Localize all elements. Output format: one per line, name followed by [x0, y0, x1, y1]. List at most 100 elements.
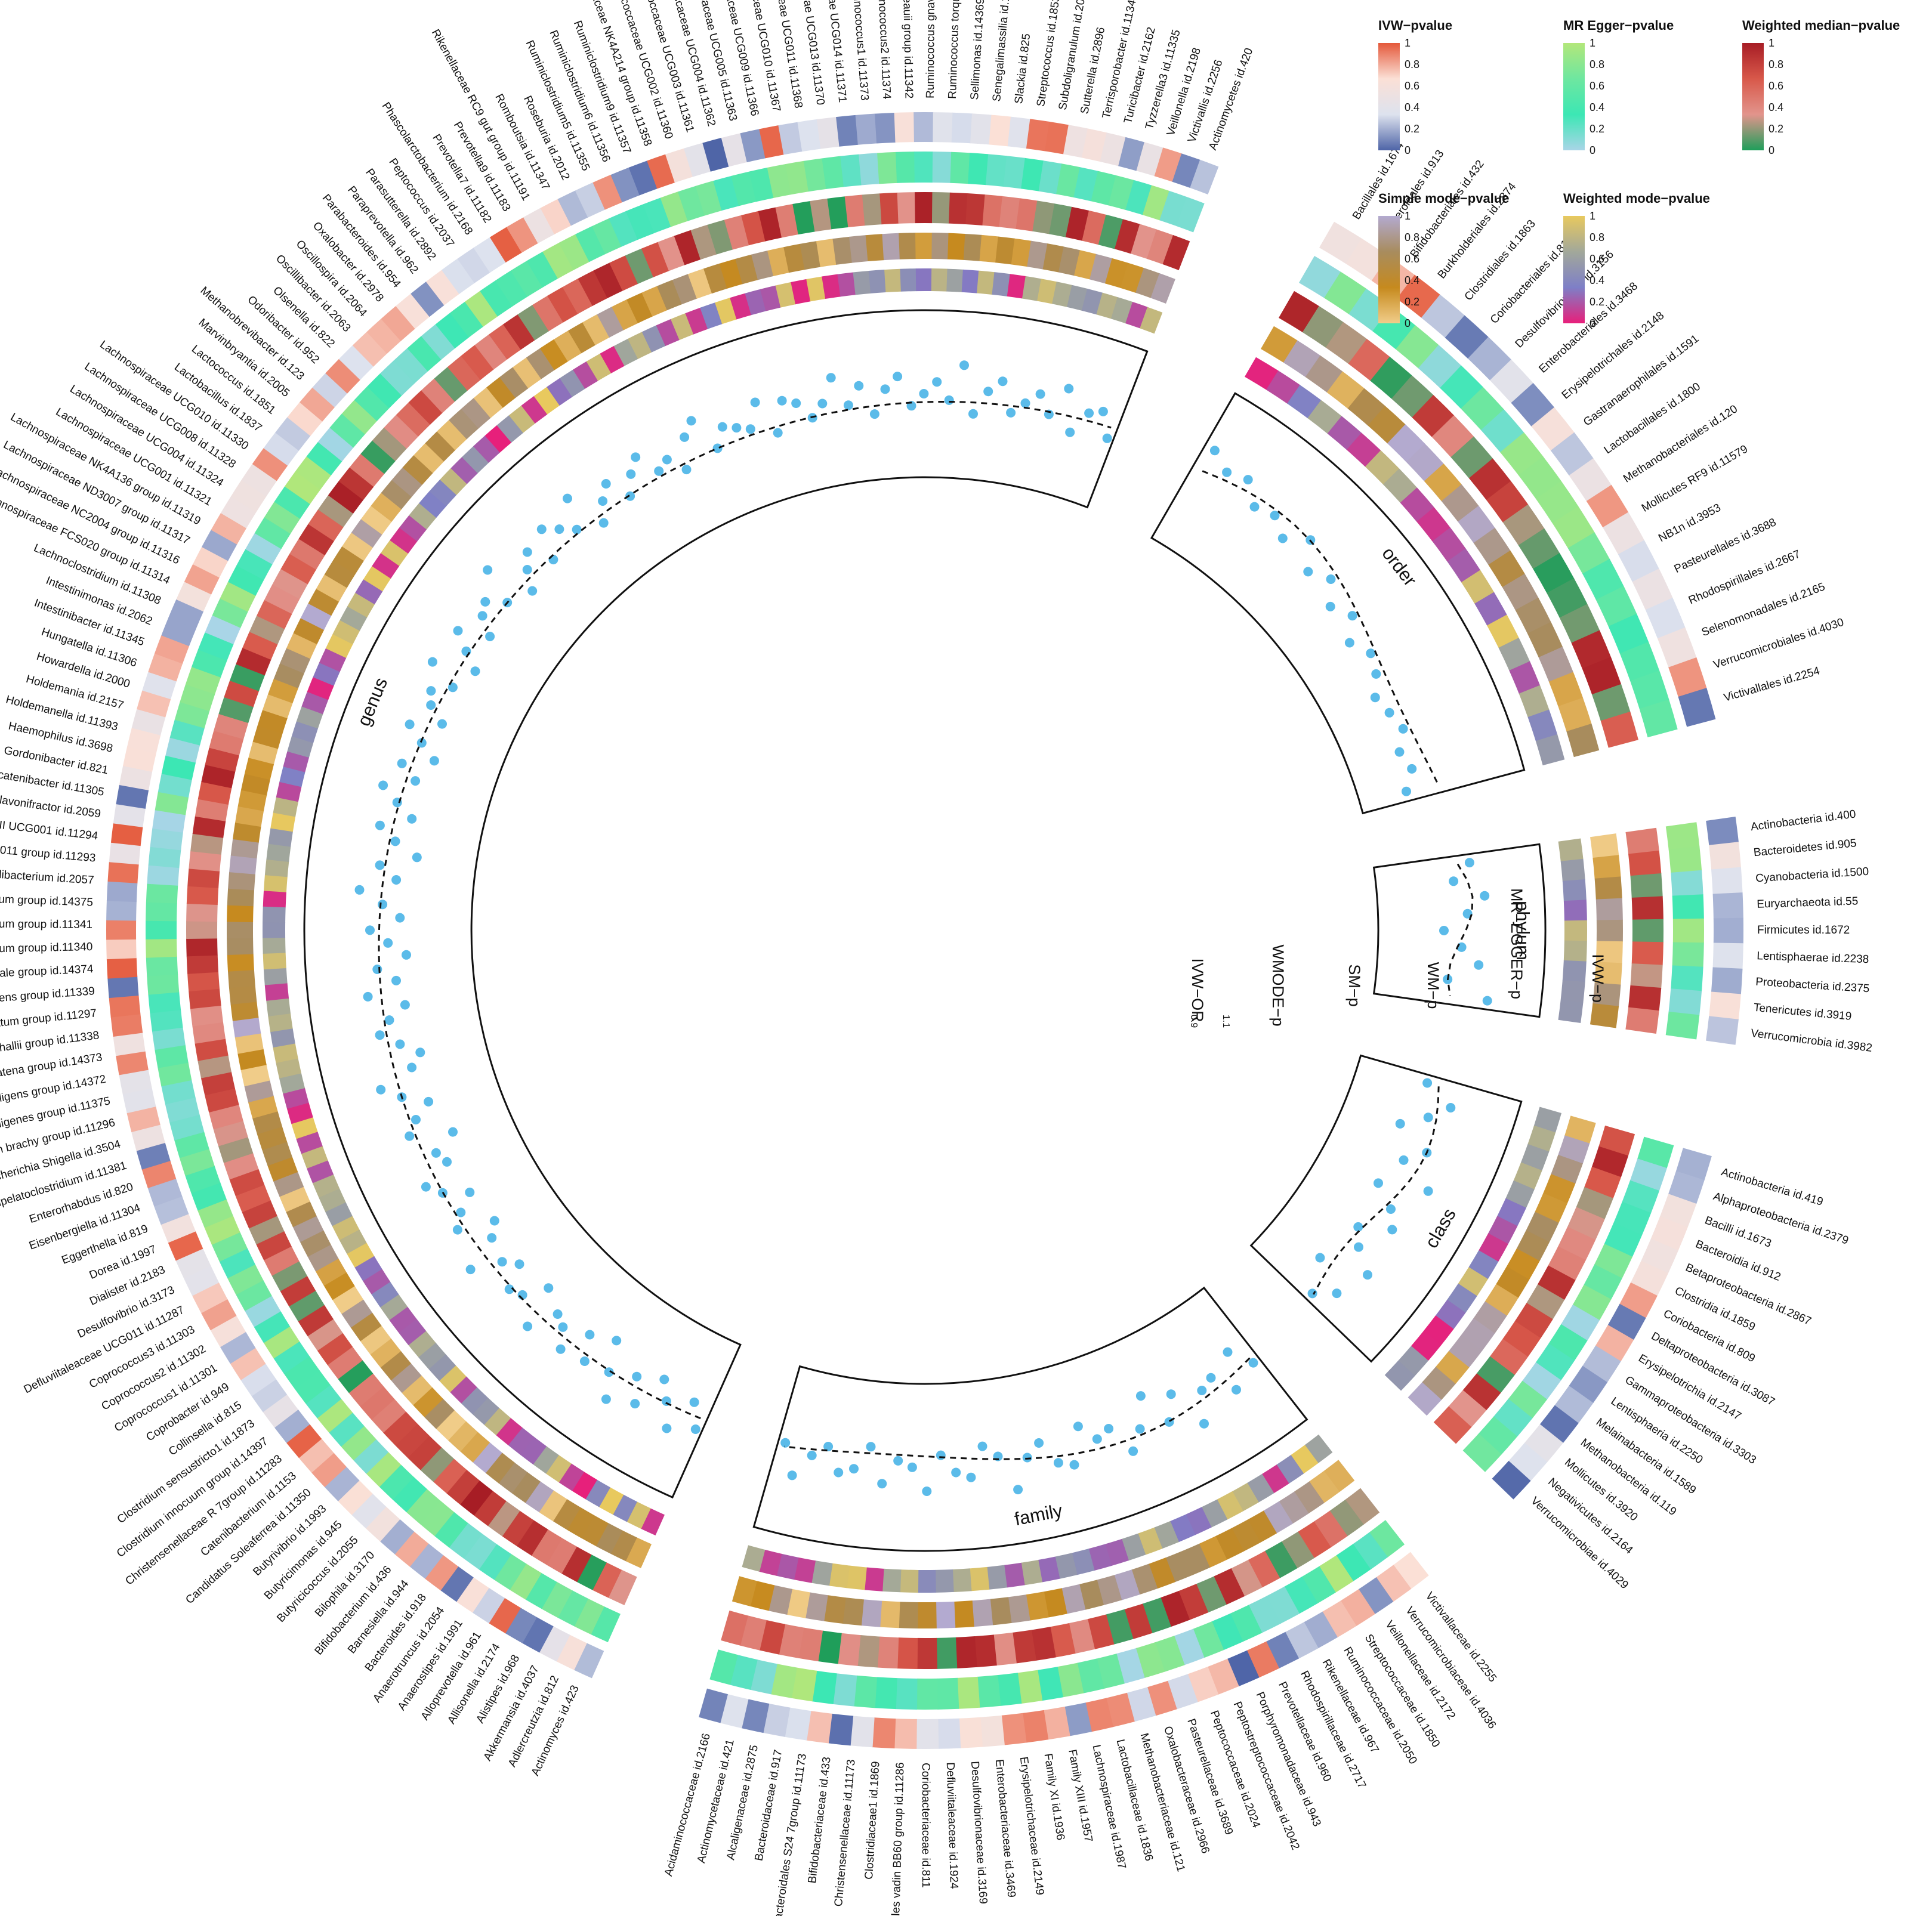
heat-cell-family-wm-26	[877, 1636, 899, 1669]
heat-cell-genus-ivw-59	[131, 709, 166, 736]
or-point-genus-29	[442, 1157, 452, 1167]
heat-cell-genus-wm-12	[433, 1458, 467, 1494]
heat-cell-family-wmode-14	[1088, 1544, 1112, 1571]
heat-cell-class-wm-13	[1462, 1373, 1501, 1411]
heat-cell-family-ivw-0	[1393, 1552, 1429, 1589]
heat-cell-genus-sm-3	[581, 1515, 609, 1547]
or-point-class-14	[1332, 1288, 1342, 1299]
heat-cell-class-egger-0	[1637, 1136, 1674, 1169]
or-point-family-28	[866, 1442, 876, 1452]
heat-cell-genus-sm-14	[436, 1410, 467, 1441]
heat-cell-family-egger-11	[1174, 1628, 1205, 1665]
heat-cell-family-wmode-17	[1038, 1556, 1060, 1583]
heat-cell-genus-wmode-129	[1140, 307, 1163, 334]
heat-cell-genus-wm-127	[1131, 224, 1157, 259]
heat-cell-genus-sm-16	[412, 1387, 443, 1417]
heat-cell-genus-wm-73	[308, 509, 344, 542]
heat-cell-genus-wmode-71	[355, 579, 383, 605]
or-point-class-15	[1307, 1288, 1317, 1299]
heat-cell-order-egger-7	[1461, 387, 1504, 431]
or-point-genus-125	[1064, 384, 1074, 394]
heat-cell-genus-sm-69	[308, 588, 340, 616]
heat-cell-class-wm-4	[1567, 1207, 1605, 1240]
heat-cell-genus-ivw-51	[107, 861, 139, 883]
heat-cell-genus-wm-105	[758, 207, 782, 242]
heat-cell-genus-wm-123	[1065, 206, 1090, 241]
trend-line-order	[1202, 470, 1439, 783]
taxon-label-genus: Eubacterium ventriosum group id.11341	[0, 917, 92, 931]
heat-cell-genus-wm-76	[338, 467, 374, 500]
heat-cell-genus-ivw-85	[396, 293, 430, 329]
heat-cell-phylum-ivw-4	[1713, 917, 1743, 944]
heat-cell-family-ivw-10	[1207, 1658, 1239, 1695]
heat-cell-order-wm-7	[1431, 415, 1474, 458]
heat-cell-genus-egger-7	[479, 1544, 512, 1580]
or-point-genus-55	[390, 836, 400, 846]
or-point-class-8	[1386, 1204, 1396, 1214]
heat-cell-family-wmode-19	[1004, 1562, 1025, 1588]
heat-cell-class-wm-7	[1537, 1265, 1576, 1300]
heat-cell-genus-egger-68	[228, 565, 264, 596]
heat-cell-genus-sm-44	[229, 985, 257, 1005]
heat-cell-order-sm-3	[1326, 371, 1365, 409]
or-point-genus-116	[944, 395, 954, 405]
heat-cell-genus-wm-26	[280, 1275, 316, 1307]
heat-cell-genus-sm-92	[567, 322, 596, 354]
or-point-genus-23	[489, 1216, 499, 1226]
heat-cell-genus-wmode-83	[473, 435, 501, 463]
heat-cell-genus-egger-125	[1108, 175, 1134, 211]
heat-cell-family-sm-13	[1114, 1569, 1140, 1600]
heat-cell-family-wmode-22	[952, 1568, 972, 1592]
heat-cell-genus-sm-28	[300, 1230, 331, 1257]
heat-cell-genus-wmode-56	[273, 797, 299, 817]
heat-cell-genus-wm-32	[235, 1184, 271, 1213]
heat-cell-genus-egger-79	[341, 400, 378, 435]
heat-cell-genus-ivw-86	[411, 281, 445, 317]
heat-cell-family-sm-10	[1165, 1550, 1193, 1583]
heat-cell-genus-ivw-44	[109, 995, 141, 1018]
heat-cell-family-wmode-27	[864, 1567, 884, 1591]
or-point-class-2	[1423, 1112, 1433, 1123]
heat-cell-genus-egger-53	[150, 828, 183, 851]
heat-cell-genus-wmode-93	[600, 345, 625, 373]
heat-cell-genus-wmode-94	[613, 338, 638, 366]
heat-cell-phylum-wm-5	[1631, 941, 1664, 966]
heat-cell-genus-sm-118	[979, 234, 999, 263]
heat-cell-genus-ivw-18	[298, 1438, 334, 1473]
heat-cell-order-wmode-3	[1307, 400, 1342, 434]
heat-cell-genus-wm-48	[186, 920, 218, 939]
heat-cell-family-ivw-13	[1147, 1680, 1177, 1716]
heat-cell-genus-wm-10	[459, 1480, 493, 1516]
or-point-genus-72	[453, 626, 463, 636]
heat-cell-family-ivw-33	[720, 1694, 749, 1729]
heat-cell-order-ivw-9	[1531, 407, 1575, 451]
heat-cell-genus-wmode-106	[791, 279, 811, 305]
heat-cell-genus-sm-5	[553, 1498, 581, 1530]
or-point-genus-77	[483, 565, 493, 575]
or-point-genus-67	[426, 686, 436, 696]
heat-cell-phylum-wmode-2	[1562, 879, 1587, 901]
heat-cell-genus-egger-91	[510, 261, 543, 297]
heat-cell-genus-wmode-70	[347, 592, 375, 618]
heat-cell-phylum-sm-6	[1594, 962, 1622, 985]
heat-cell-family-wm-28	[838, 1633, 861, 1666]
legend-tick-3-1: 0.8	[1405, 231, 1419, 243]
heat-cell-class-wmode-0	[1533, 1107, 1561, 1133]
heat-cell-genus-egger-71	[254, 517, 291, 549]
heat-cell-genus-ivw-71	[220, 496, 257, 529]
heat-cell-family-egger-25	[896, 1678, 918, 1710]
heat-cell-order-egger-19	[1639, 699, 1678, 738]
or-point-genus-82	[536, 524, 547, 534]
heat-cell-genus-sm-76	[371, 492, 402, 522]
heat-cell-genus-sm-108	[816, 239, 837, 267]
taxon-label-phylum: Firmicutes id.1672	[1757, 924, 1850, 937]
heat-cell-genus-ivw-25	[220, 1331, 256, 1364]
heat-cell-genus-wmode-91	[573, 361, 598, 389]
heat-cell-family-wm-16	[1069, 1619, 1095, 1654]
heat-cell-genus-egger-109	[822, 156, 844, 189]
heat-cell-family-egger-31	[770, 1664, 797, 1698]
heat-cell-family-egger-29	[812, 1670, 837, 1704]
heat-cell-class-sm-11	[1461, 1318, 1495, 1351]
heat-cell-family-wmode-12	[1121, 1533, 1146, 1561]
heat-cell-genus-egger-114	[914, 151, 933, 183]
